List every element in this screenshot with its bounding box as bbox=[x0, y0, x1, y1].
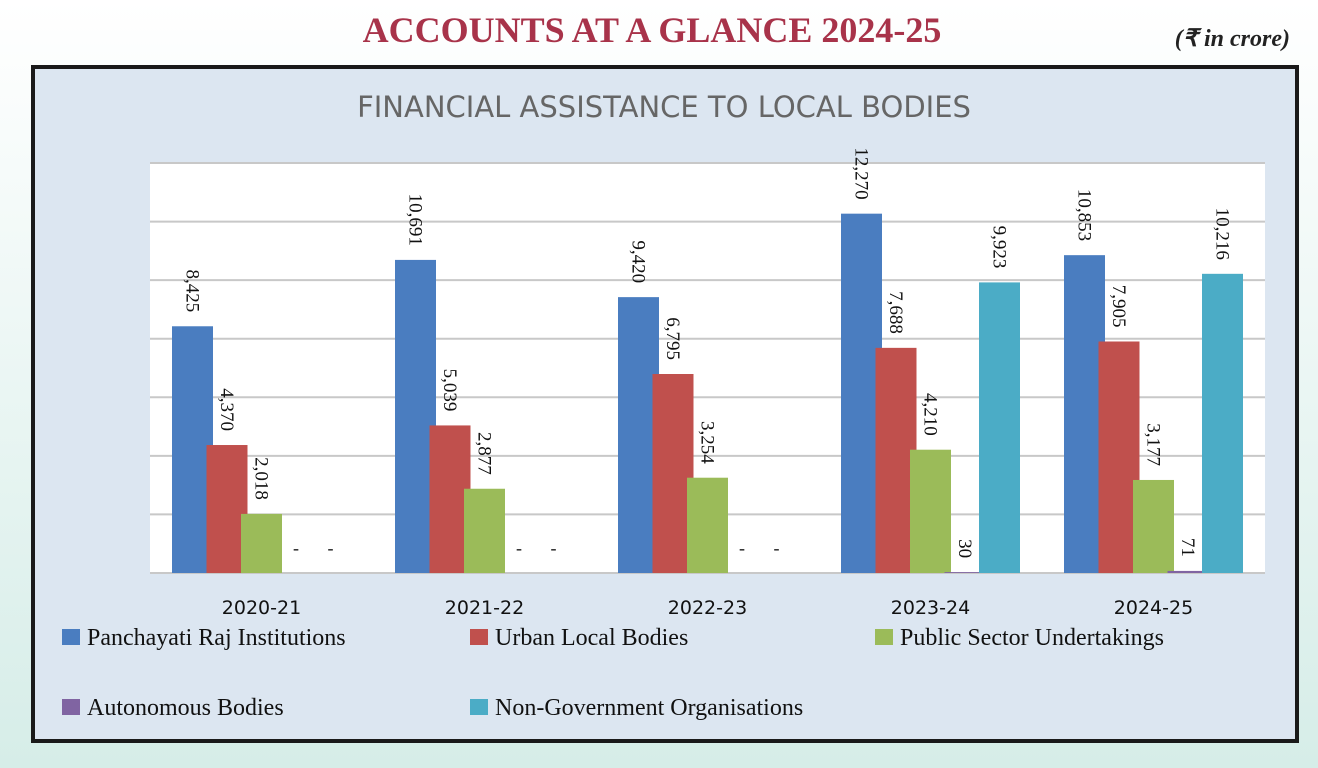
x-tick-label: 2023-24 bbox=[891, 597, 970, 619]
data-label: 12,270 bbox=[851, 147, 872, 199]
data-label: 2,018 bbox=[251, 457, 272, 500]
bar bbox=[1098, 341, 1140, 573]
data-label: 4,370 bbox=[216, 388, 237, 431]
data-label: 30 bbox=[954, 539, 975, 558]
bar bbox=[429, 425, 471, 573]
legend-label: Non-Government Organisations bbox=[495, 695, 803, 721]
x-tick-label: 2020-21 bbox=[222, 597, 301, 619]
chart-title: FINANCIAL ASSISTANCE TO LOCAL BODIES bbox=[357, 90, 971, 124]
data-label: 10,853 bbox=[1074, 189, 1095, 241]
legend-swatch bbox=[470, 629, 488, 645]
data-label: 4,210 bbox=[920, 393, 941, 436]
data-label: 71 bbox=[1177, 538, 1198, 557]
data-label: - bbox=[516, 538, 522, 558]
data-label: 6,795 bbox=[662, 317, 683, 360]
data-label: 9,923 bbox=[989, 226, 1010, 269]
legend-label: Public Sector Undertakings bbox=[900, 625, 1164, 651]
legend-swatch bbox=[470, 699, 488, 715]
data-label: - bbox=[774, 538, 780, 558]
bar bbox=[1202, 273, 1243, 573]
bar bbox=[464, 488, 505, 573]
legend-label: Autonomous Bodies bbox=[87, 695, 284, 721]
data-label: 8,425 bbox=[182, 270, 203, 313]
data-label: 10,216 bbox=[1212, 208, 1233, 260]
data-label: 10,691 bbox=[405, 194, 426, 246]
page-title: ACCOUNTS AT A GLANCE 2024-25 bbox=[363, 10, 942, 50]
bar bbox=[1133, 479, 1174, 573]
data-label: 7,688 bbox=[885, 291, 906, 334]
x-tick-label: 2024-25 bbox=[1114, 597, 1193, 619]
data-label: - bbox=[328, 538, 334, 558]
data-label: 3,254 bbox=[697, 421, 718, 464]
legend-label: Urban Local Bodies bbox=[495, 625, 688, 651]
bar bbox=[241, 513, 282, 573]
bar bbox=[841, 213, 882, 573]
bar bbox=[944, 572, 986, 573]
data-label: - bbox=[293, 538, 299, 558]
bar bbox=[979, 282, 1020, 573]
bar bbox=[652, 374, 694, 573]
legend-swatch bbox=[62, 699, 80, 715]
legend-swatch bbox=[62, 629, 80, 645]
data-label: 2,877 bbox=[474, 432, 495, 475]
bar bbox=[395, 259, 436, 573]
bar bbox=[687, 477, 728, 573]
bar bbox=[206, 445, 248, 573]
bar bbox=[910, 449, 951, 573]
bar bbox=[618, 297, 659, 573]
bar bbox=[1167, 570, 1209, 573]
data-label: - bbox=[551, 538, 557, 558]
unit-note: (₹ in crore) bbox=[1175, 26, 1290, 52]
x-tick-label: 2022-23 bbox=[668, 597, 747, 619]
data-label: - bbox=[739, 538, 745, 558]
data-label: 3,177 bbox=[1143, 423, 1164, 466]
legend-swatch bbox=[875, 629, 893, 645]
bar bbox=[875, 347, 917, 573]
data-label: 5,039 bbox=[439, 369, 460, 412]
data-label: 9,420 bbox=[628, 240, 649, 283]
bar bbox=[1064, 255, 1105, 573]
legend-label: Panchayati Raj Institutions bbox=[87, 625, 346, 651]
data-label: 7,905 bbox=[1108, 285, 1129, 328]
x-tick-label: 2021-22 bbox=[445, 597, 524, 619]
bar bbox=[172, 326, 213, 573]
